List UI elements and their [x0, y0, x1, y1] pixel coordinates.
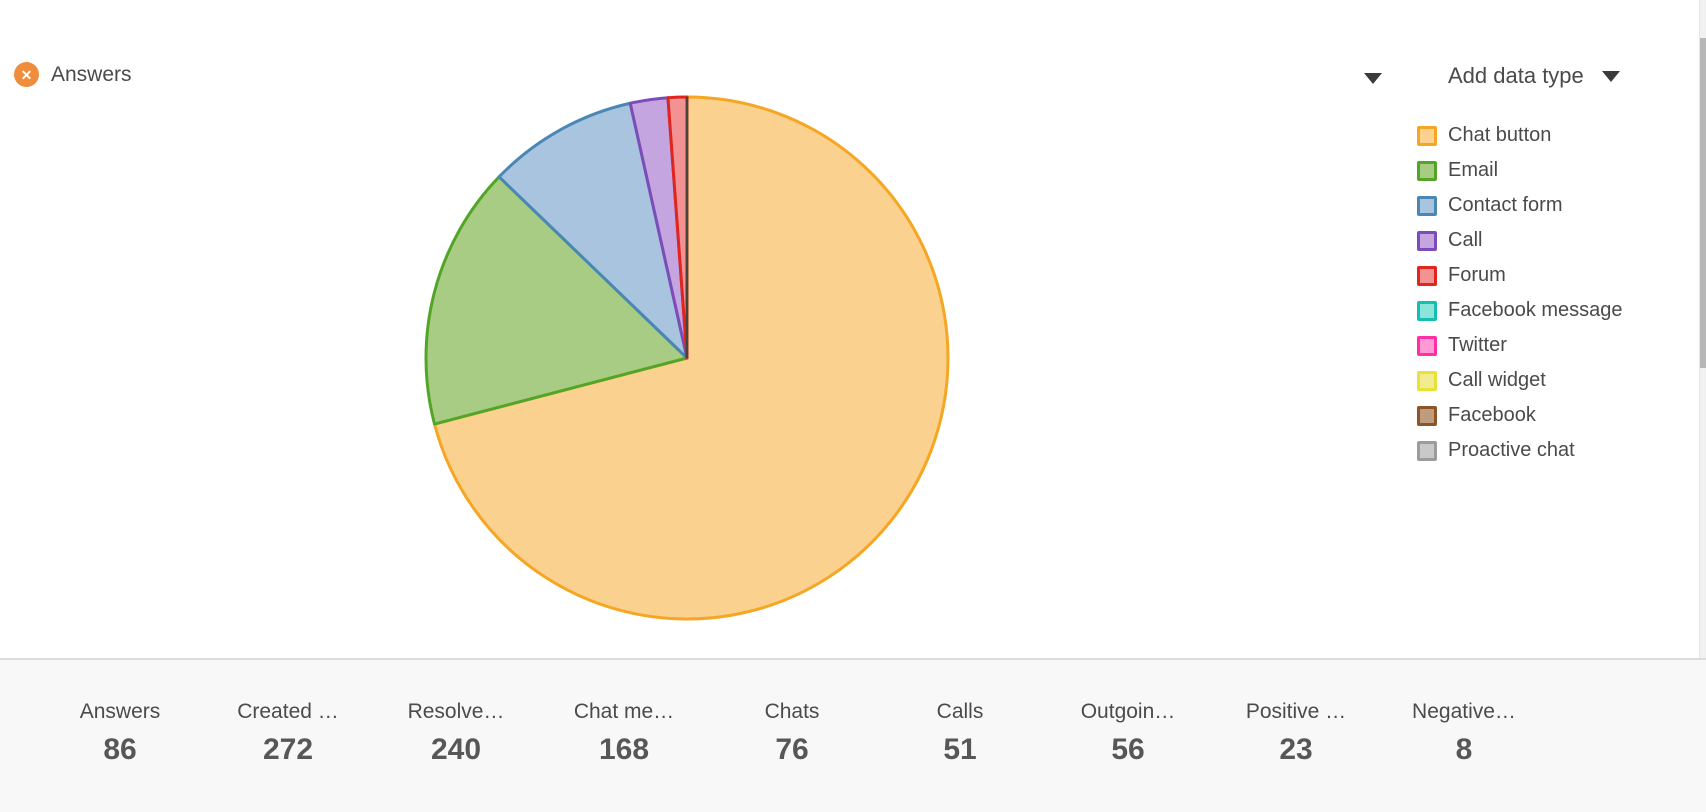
pie-slice-email[interactable]	[424, 175, 689, 426]
stat-answers[interactable]: Answers 86	[36, 660, 204, 812]
stat-negative[interactable]: Negative… 8	[1380, 660, 1548, 812]
legend-item-facebook[interactable]: Facebook	[1417, 398, 1623, 433]
stat-chats[interactable]: Chats 76	[708, 660, 876, 812]
legend-label: Twitter	[1448, 334, 1507, 356]
add-data-type-button[interactable]: Add data type	[1448, 63, 1620, 89]
stat-calls[interactable]: Calls 51	[876, 660, 1044, 812]
legend-item-email[interactable]: Email	[1417, 153, 1623, 188]
legend-label: Proactive chat	[1448, 439, 1575, 461]
legend-item-chat-button[interactable]: Chat button	[1417, 118, 1623, 153]
stat-label: Outgoin…	[1080, 700, 1176, 723]
legend-item-proactive-chat[interactable]: Proactive chat	[1417, 433, 1623, 468]
pie-slice-contact-form[interactable]	[497, 101, 689, 360]
legend-item-facebook-message[interactable]: Facebook message	[1417, 293, 1623, 328]
stat-value: 23	[1279, 733, 1313, 766]
stat-value: 8	[1455, 733, 1473, 766]
stat-chat-me[interactable]: Chat me… 168	[540, 660, 708, 812]
stat-label: Created …	[237, 700, 339, 723]
stats-bar: Answers 86 Created … 272 Resolve… 240 Chat me……	[0, 660, 1706, 812]
legend-label: Facebook	[1448, 404, 1536, 426]
stat-value: 56	[1111, 733, 1145, 766]
stat-positive[interactable]: Positive … 23	[1212, 660, 1380, 812]
close-icon[interactable]: ✕	[14, 62, 39, 87]
stats-divider	[0, 658, 1706, 660]
legend-item-call[interactable]: Call	[1417, 223, 1623, 258]
stat-value: 272	[262, 733, 314, 766]
stat-value: 51	[943, 733, 977, 766]
chart-options-caret-icon[interactable]	[1364, 73, 1382, 84]
legend-item-call-widget[interactable]: Call widget	[1417, 363, 1623, 398]
legend-label: Forum	[1448, 264, 1506, 286]
legend-label: Call	[1448, 229, 1483, 251]
dataset-chip-label: Answers	[51, 62, 132, 86]
stat-value: 76	[775, 733, 809, 766]
legend-swatch-icon	[1417, 230, 1437, 251]
add-data-type-label: Add data type	[1448, 63, 1584, 88]
legend-swatch-icon	[1417, 440, 1437, 461]
legend-item-twitter[interactable]: Twitter	[1417, 328, 1623, 363]
dataset-chip-answers: ✕ Answers	[14, 62, 132, 87]
stat-created[interactable]: Created … 272	[204, 660, 372, 812]
stat-value: 86	[103, 733, 137, 766]
legend-swatch-icon	[1417, 335, 1437, 356]
stat-outgoin[interactable]: Outgoin… 56	[1044, 660, 1212, 812]
legend-swatch-icon	[1417, 370, 1437, 391]
legend-swatch-icon	[1417, 125, 1437, 146]
stat-value: 168	[598, 733, 650, 766]
stat-label: Calls	[936, 700, 984, 723]
chevron-down-icon	[1601, 70, 1620, 82]
legend-item-contact-form[interactable]: Contact form	[1417, 188, 1623, 223]
legend-label: Email	[1448, 159, 1499, 181]
scrollbar-thumb[interactable]	[1700, 38, 1706, 368]
legend-label: Chat button	[1448, 124, 1552, 146]
legend-swatch-icon	[1417, 300, 1437, 321]
stat-label: Positive …	[1245, 700, 1347, 723]
legend-item-forum[interactable]: Forum	[1417, 258, 1623, 293]
legend-label: Call widget	[1448, 369, 1546, 391]
stat-label: Resolve…	[407, 700, 505, 723]
legend-swatch-icon	[1417, 160, 1437, 181]
stat-resolve[interactable]: Resolve… 240	[372, 660, 540, 812]
legend-label: Contact form	[1448, 194, 1563, 216]
stat-label: Negative…	[1412, 700, 1516, 723]
legend: Chat button Email Contact form Call Forum Fac…	[1417, 118, 1623, 468]
legend-label: Facebook message	[1448, 299, 1623, 321]
stat-value: 240	[430, 733, 482, 766]
stat-label: Answers	[79, 700, 161, 723]
stat-label: Chat me…	[573, 700, 675, 723]
pie-chart	[424, 95, 950, 621]
legend-swatch-icon	[1417, 405, 1437, 426]
pie-slice-chat-button[interactable]	[432, 95, 950, 621]
legend-swatch-icon	[1417, 265, 1437, 286]
legend-swatch-icon	[1417, 195, 1437, 216]
stat-label: Chats	[764, 700, 820, 723]
